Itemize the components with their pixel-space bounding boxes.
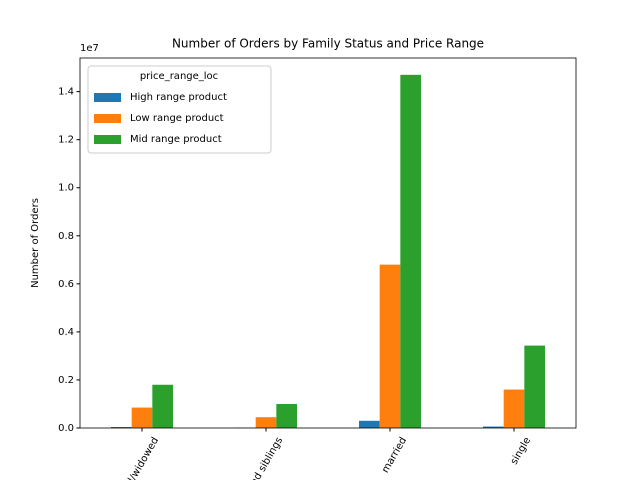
bar [152,384,173,428]
bar [359,420,380,428]
y-tick-label: 0.4 [58,327,74,338]
y-tick-label: 1.4 [58,87,74,98]
bar [483,426,504,428]
y-tick-label: 0.6 [58,279,74,290]
y-tick-label: 1.2 [58,135,74,146]
legend-swatch [94,114,121,123]
plot-frame [79,57,577,429]
legend-swatch [94,135,121,144]
bar [503,389,525,428]
legend: price_range_loc High range product Low ran… [87,65,272,154]
bar [400,74,421,429]
y-tick-label: 1.0 [58,183,74,194]
bar [131,407,153,428]
y-tick-label: 0.8 [58,231,74,242]
bar [276,403,297,428]
legend-box [87,65,272,154]
bar [111,427,132,428]
legend-label: High range product [130,92,227,103]
y-tick-label: 0.0 [58,423,74,434]
x-tick-label: divorced/widowed [106,436,161,480]
x-tick-label: married [380,436,409,475]
bar [524,345,545,428]
bar [379,264,401,428]
x-tick-label: single [509,436,533,467]
bar [255,417,277,428]
legend-title: price_range_loc [140,71,218,82]
y-tick-label: 0.2 [58,375,74,386]
legend-swatch [94,93,121,102]
chart-title: Number of Orders by Family Status and Pr… [172,37,484,51]
y-axis-label: Number of Orders [30,198,41,288]
legend-label: Low range product [130,113,224,124]
legend-label: Mid range product [130,134,222,145]
y-offset-label: 1e7 [80,43,99,54]
x-tick-label: living with parents and siblings [198,436,285,480]
